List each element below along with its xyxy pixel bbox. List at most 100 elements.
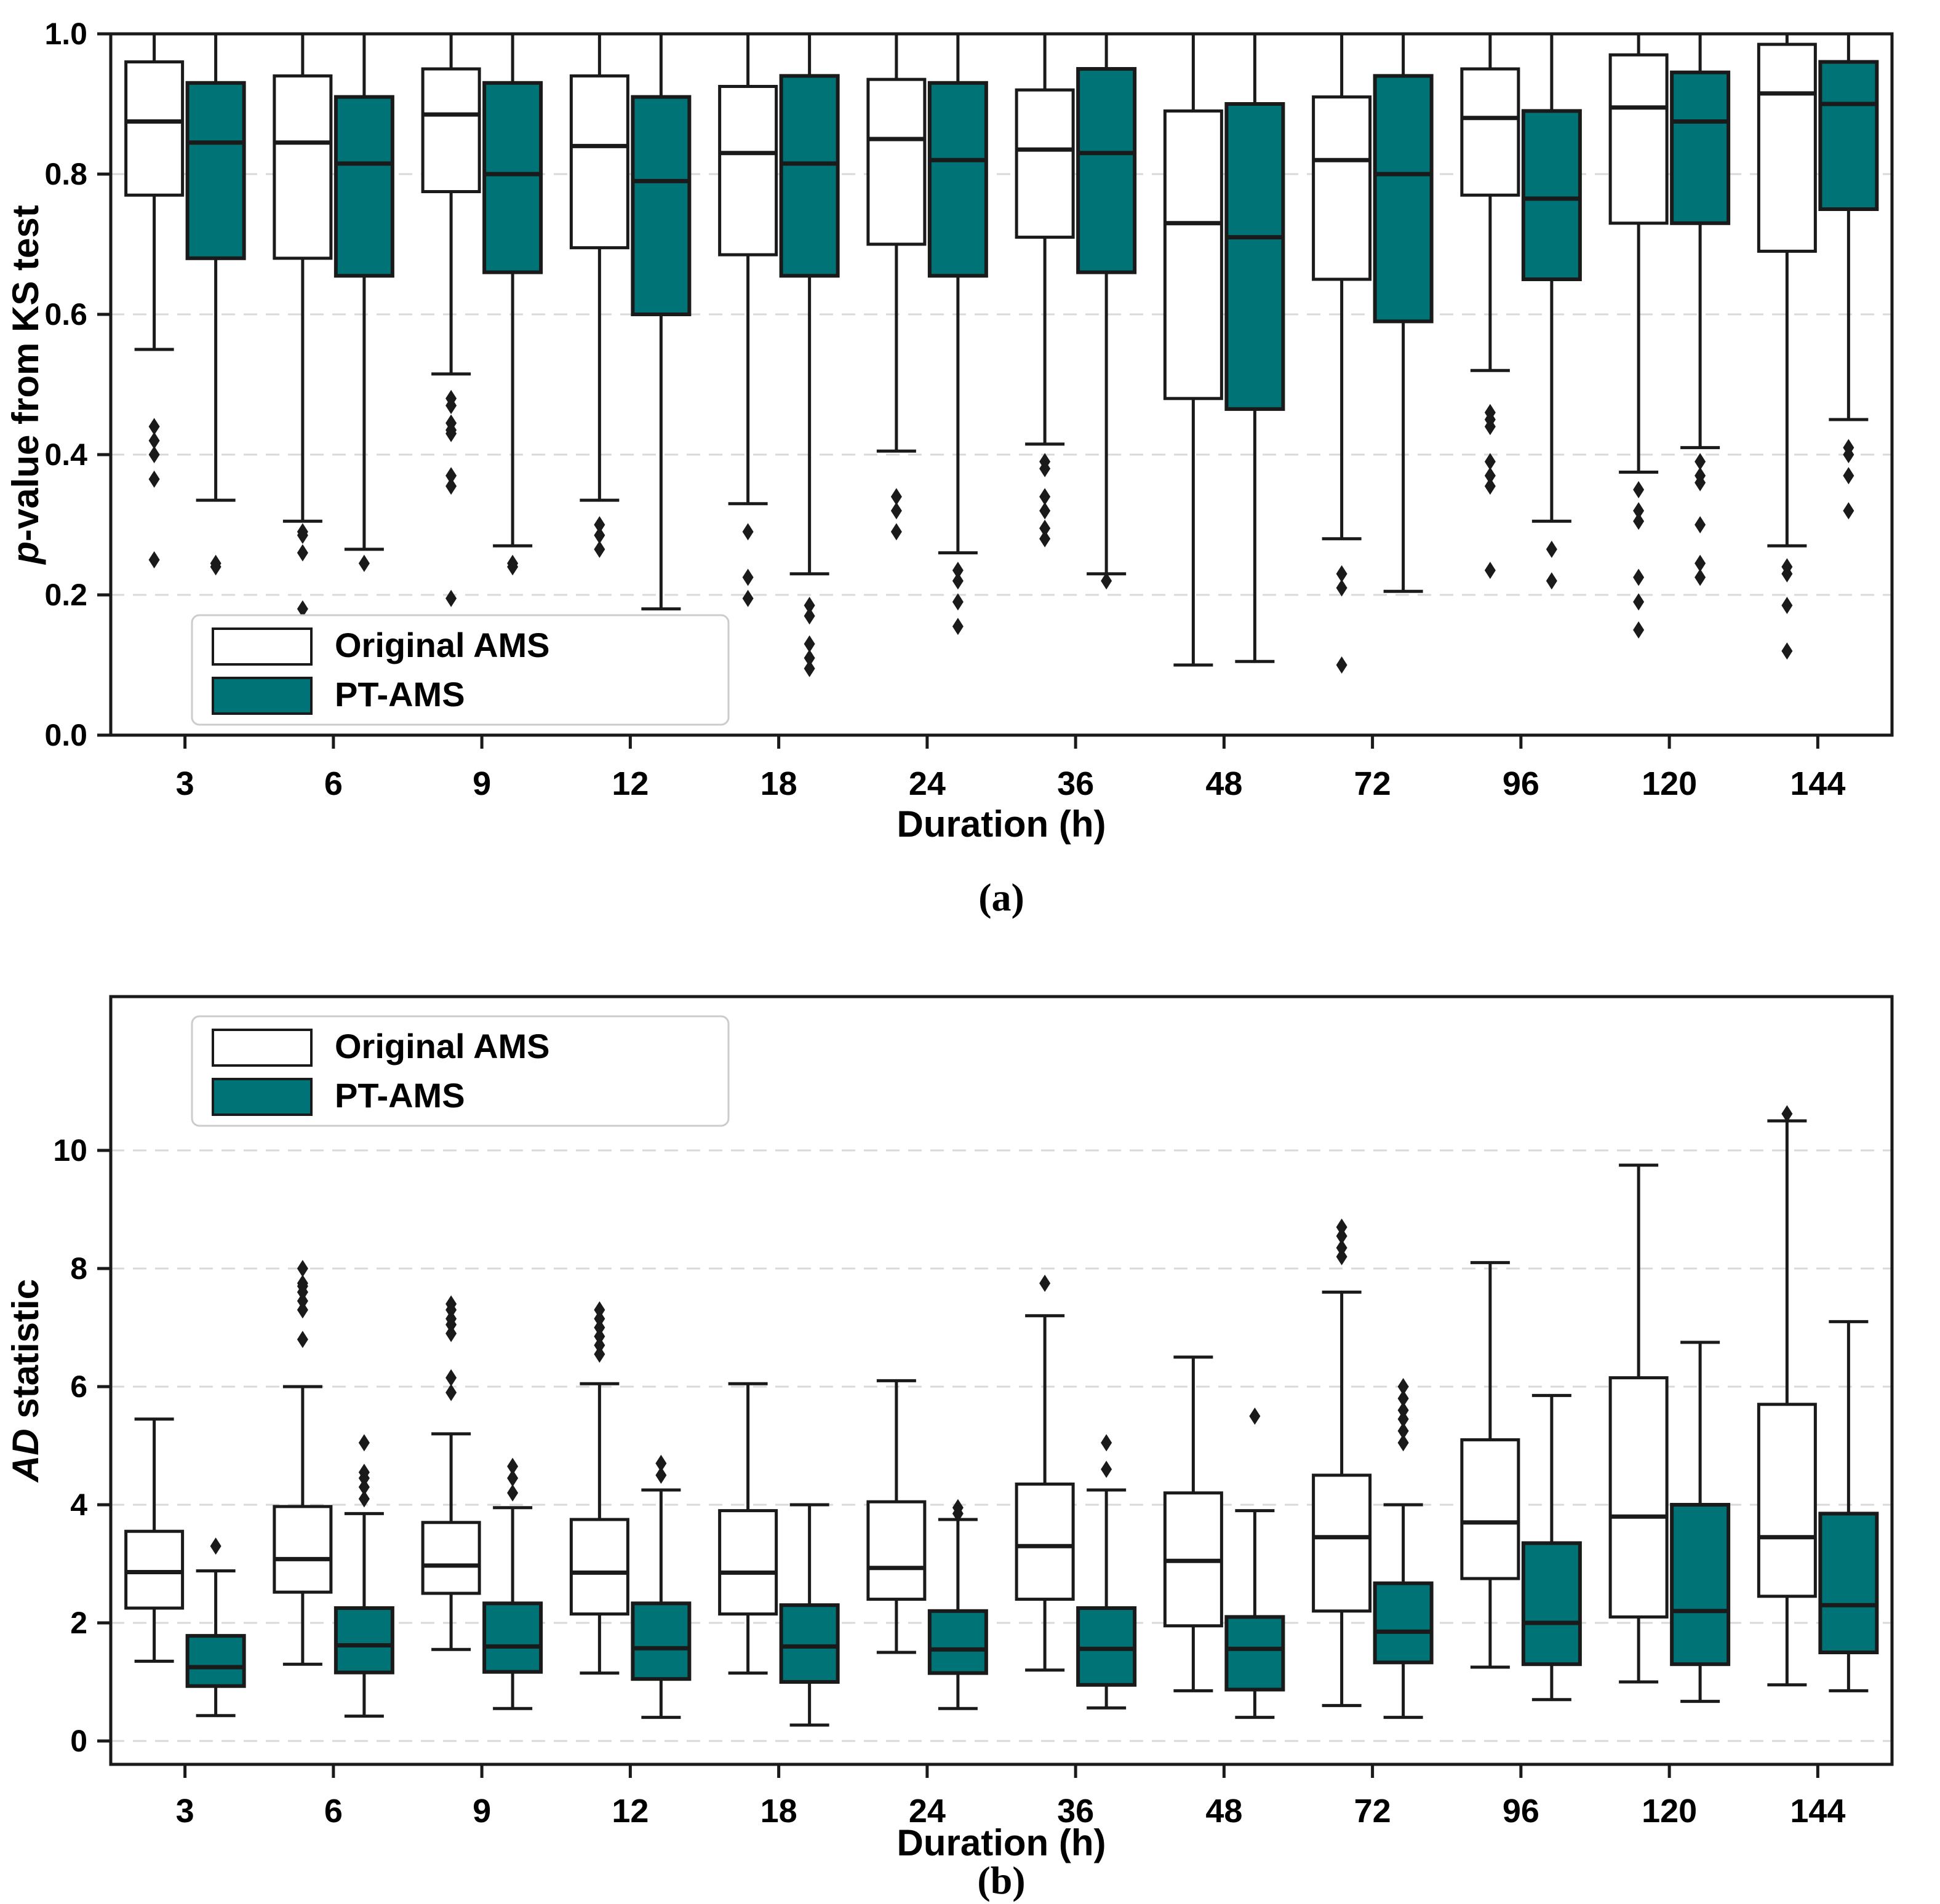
x-tick-label: 120 bbox=[1642, 1793, 1697, 1830]
series-pt-ams-a bbox=[185, 32, 1879, 677]
iqr-box bbox=[718, 1509, 778, 1616]
box-group bbox=[1015, 1275, 1075, 1672]
outlier-point bbox=[804, 649, 815, 667]
box-group bbox=[1076, 1434, 1137, 1710]
gridlines-a bbox=[111, 173, 1892, 596]
series-original-ams-b bbox=[124, 1105, 1817, 1707]
box-group bbox=[1521, 32, 1582, 590]
iqr-box bbox=[421, 1521, 481, 1595]
outlier-point bbox=[507, 1457, 519, 1475]
x-tick-label: 144 bbox=[1790, 765, 1845, 802]
outlier-point bbox=[594, 516, 605, 533]
outlier-point bbox=[297, 1283, 308, 1301]
iqr-box bbox=[866, 1500, 927, 1601]
legend-swatch-original-ams bbox=[212, 1029, 313, 1067]
y-axis-title: p-value from KS test bbox=[5, 205, 46, 565]
x-tick-label: 36 bbox=[1057, 765, 1094, 802]
iqr-box bbox=[1818, 60, 1879, 211]
x-tick-label: 3 bbox=[176, 1793, 194, 1830]
outlier-point bbox=[148, 446, 160, 463]
outlier-point bbox=[1397, 1422, 1409, 1440]
box-group bbox=[1818, 32, 1879, 520]
outlier-point bbox=[148, 418, 160, 436]
outlier-point bbox=[445, 424, 457, 442]
outlier-point bbox=[148, 432, 160, 450]
box-group bbox=[1224, 32, 1285, 663]
legend-label: Original AMS bbox=[335, 1027, 550, 1066]
x-tick-label: 24 bbox=[909, 1793, 946, 1830]
outlier-point bbox=[297, 527, 308, 544]
box-group bbox=[779, 32, 840, 677]
outlier-point bbox=[1397, 1390, 1409, 1408]
y-tick-label: 1.0 bbox=[44, 17, 87, 51]
outlier-point bbox=[445, 1316, 457, 1334]
outlier-point bbox=[1781, 597, 1793, 615]
outlier-point bbox=[804, 635, 815, 653]
iqr-box bbox=[1076, 67, 1137, 274]
x-tick-label: 144 bbox=[1790, 1793, 1845, 1830]
outlier-point bbox=[1843, 467, 1854, 485]
outlier-point bbox=[445, 1384, 457, 1401]
outlier-point bbox=[1695, 516, 1706, 533]
outlier-point bbox=[655, 1454, 667, 1472]
iqr-box bbox=[185, 1634, 246, 1688]
x-tick-label: 96 bbox=[1503, 1793, 1539, 1830]
iqr-box bbox=[124, 1529, 185, 1610]
y-axis-title: AD statistic bbox=[5, 1279, 46, 1483]
box-group bbox=[124, 32, 185, 568]
outlier-point bbox=[1633, 621, 1645, 639]
iqr-box bbox=[927, 1609, 988, 1675]
outlier-point bbox=[594, 1328, 605, 1345]
x-tick-label: 6 bbox=[324, 1793, 343, 1830]
y-axis-b: 0 2 4 6 8 10 bbox=[53, 1133, 111, 1758]
y-tick-label: 8 bbox=[70, 1251, 87, 1286]
outlier-point bbox=[1249, 1408, 1261, 1425]
outlier-point bbox=[358, 1478, 370, 1496]
box-group bbox=[185, 32, 246, 576]
outlier-point bbox=[445, 397, 457, 415]
box-group bbox=[1163, 32, 1223, 667]
outlier-point bbox=[358, 1469, 370, 1487]
iqr-box bbox=[124, 60, 185, 197]
outlier-point bbox=[297, 1331, 308, 1348]
outlier-point bbox=[1781, 565, 1793, 583]
iqr-box bbox=[1163, 109, 1223, 400]
iqr-box bbox=[1224, 102, 1285, 411]
box-group bbox=[421, 1295, 481, 1651]
outlier-point bbox=[445, 1301, 457, 1319]
legend-box bbox=[191, 614, 730, 726]
outlier-point bbox=[890, 488, 902, 506]
outlier-point bbox=[804, 659, 815, 677]
outlier-point bbox=[1101, 1434, 1112, 1452]
box-group bbox=[569, 1301, 629, 1675]
iqr-box bbox=[1312, 95, 1372, 281]
outlier-point bbox=[952, 618, 964, 635]
box-group bbox=[569, 32, 629, 558]
legend-swatch-pt-ams bbox=[212, 1078, 313, 1116]
y-tick-label: 10 bbox=[53, 1133, 87, 1168]
plot-border bbox=[109, 995, 1894, 1766]
outlier-point bbox=[1336, 1227, 1347, 1245]
iqr-box bbox=[482, 1601, 543, 1674]
outlier-point bbox=[1336, 656, 1347, 674]
iqr-box bbox=[333, 95, 394, 278]
outlier-point bbox=[1336, 1248, 1347, 1265]
iqr-box bbox=[631, 95, 692, 316]
outlier-point bbox=[1039, 1275, 1051, 1292]
x-tick-label: 48 bbox=[1205, 765, 1242, 802]
legend-label: Original AMS bbox=[335, 626, 550, 664]
outlier-point bbox=[210, 558, 222, 576]
outlier-point bbox=[297, 544, 308, 562]
box-group bbox=[1608, 32, 1669, 639]
outlier-point bbox=[445, 477, 457, 495]
legend-swatch-pt-ams bbox=[212, 677, 313, 715]
x-tick-label: 18 bbox=[760, 1793, 797, 1830]
y-tick-label: 4 bbox=[70, 1488, 87, 1522]
box-group bbox=[421, 32, 481, 632]
outlier-point bbox=[297, 1292, 308, 1310]
outlier-point bbox=[952, 1505, 964, 1523]
x-tick-label: 72 bbox=[1354, 765, 1391, 802]
iqr-box bbox=[569, 1518, 629, 1616]
box-group bbox=[1670, 32, 1731, 586]
